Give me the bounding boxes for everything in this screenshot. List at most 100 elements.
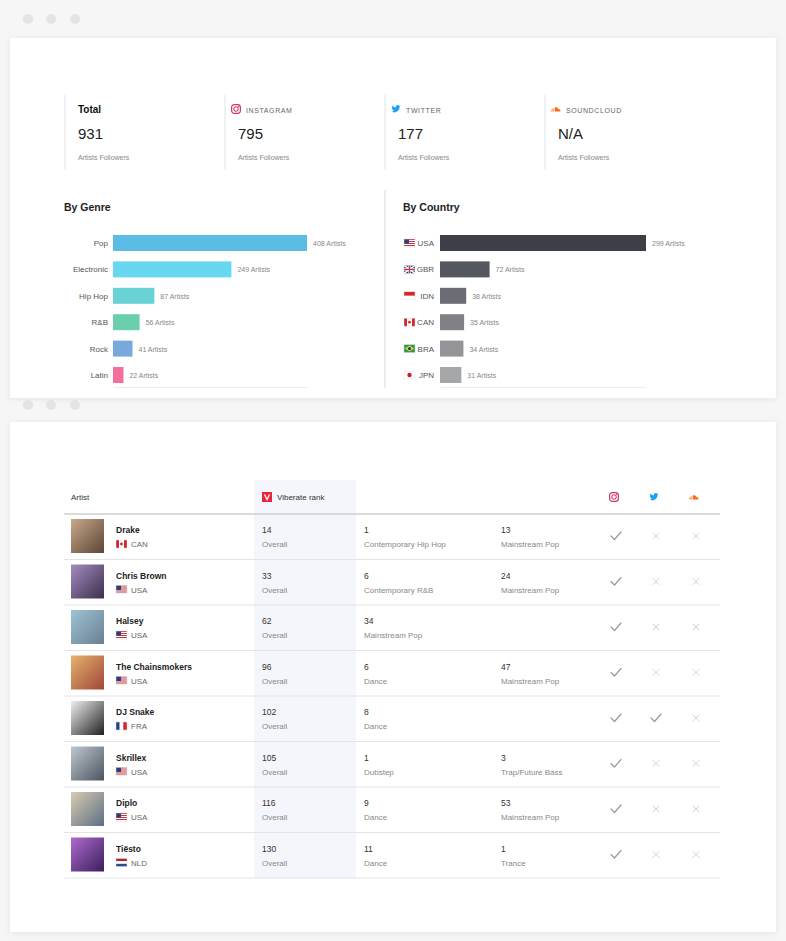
check-mark <box>611 623 621 631</box>
data-label: 299 Artists <box>652 240 685 247</box>
category-label: Electronic <box>73 265 108 274</box>
viberate-logo <box>262 492 272 502</box>
artist-country: NLD <box>131 859 147 868</box>
bar <box>113 288 154 304</box>
table-row: DrakeCAN14Overall1Contemporary Hip Hop13… <box>71 519 699 553</box>
artist-country: USA <box>131 677 148 686</box>
x-axis <box>441 387 647 388</box>
flag-icon <box>116 768 127 776</box>
genre-name: Trance <box>501 859 526 868</box>
artist-country: USA <box>131 631 148 640</box>
genre-rank: 13 <box>501 525 511 535</box>
instagram-icon <box>610 493 619 502</box>
instagram-icon <box>232 105 241 114</box>
check-mark <box>611 714 621 722</box>
row-rule <box>64 878 720 879</box>
check-mark <box>651 714 661 722</box>
overall-rank: 116 <box>262 798 276 808</box>
row-rule <box>64 650 720 651</box>
bar <box>113 341 132 357</box>
data-label: 35 Artists <box>470 319 499 326</box>
stat-title: SOUNDCLOUD <box>566 107 622 114</box>
artist-avatar <box>71 701 104 735</box>
flag-icon <box>116 677 127 685</box>
genre-rank: 3 <box>501 753 506 763</box>
artist-name: Chris Brown <box>116 571 167 581</box>
cross-mark <box>693 852 699 858</box>
overall-rank: 105 <box>262 753 276 763</box>
x-axis <box>114 387 308 388</box>
genre-rank: 11 <box>364 844 373 854</box>
artist-country: FRA <box>131 722 148 731</box>
artist-avatar <box>71 792 104 826</box>
cross-mark <box>653 533 659 539</box>
stat-divider <box>65 95 66 170</box>
artist-name: Halsey <box>116 616 144 626</box>
genre-name: Mainstream Pop <box>364 631 423 640</box>
artist-country: USA <box>131 813 148 822</box>
category-label: R&B <box>92 318 108 327</box>
cross-mark <box>693 624 699 630</box>
category-label: Latin <box>91 371 108 380</box>
cross-mark <box>653 761 659 767</box>
data-label: 56 Artists <box>146 319 175 326</box>
artist-name: Diplo <box>116 798 137 808</box>
category-label: Pop <box>94 239 109 248</box>
cross-mark <box>693 761 699 767</box>
bar <box>113 314 140 330</box>
check-mark <box>611 805 621 813</box>
artist-country: CAN <box>131 540 148 549</box>
chart-title: By Genre <box>64 201 111 213</box>
genre-name: Mainstream Pop <box>501 540 560 549</box>
genre-rank: 1 <box>364 525 369 535</box>
rank-label: Overall <box>262 631 288 640</box>
data-label: 31 Artists <box>467 372 496 379</box>
data-label: 72 Artists <box>496 266 525 273</box>
rank-label: Overall <box>262 586 288 595</box>
bar-chart: By CountryUSAGBRIDNCANBRAJPN299 Artists7… <box>403 201 685 388</box>
category-label: CAN <box>417 318 434 327</box>
genre-name: Dance <box>364 859 388 868</box>
artist-avatar <box>71 610 104 644</box>
table-row: TiëstoNLD130Overall11Dance1Trance <box>71 838 699 872</box>
twitter-icon <box>649 493 658 500</box>
data-label: 41 Artists <box>138 346 167 353</box>
table-row: SkrillexUSA105Overall1Dubstep3Trap/Futur… <box>71 747 699 781</box>
artist-country: USA <box>131 768 148 777</box>
genre-name: Trap/Future Bass <box>501 768 563 777</box>
y-tick: IDN <box>420 292 434 301</box>
cross-mark <box>653 624 659 630</box>
window-dot <box>23 400 33 410</box>
genre-rank: 9 <box>364 798 369 808</box>
data-labels: 299 Artists72 Artists38 Artists35 Artist… <box>467 240 685 379</box>
genre-rank: 6 <box>364 571 369 581</box>
artist-name: The Chainsmokers <box>116 662 192 672</box>
bar <box>440 235 646 251</box>
bar <box>440 314 464 330</box>
table-row: The ChainsmokersUSA96Overall6Dance47Main… <box>71 656 699 690</box>
y-tick: Rock <box>90 345 109 354</box>
row-rule <box>64 696 720 697</box>
category-label: JPN <box>419 371 434 380</box>
window-card <box>10 38 776 398</box>
stat-divider <box>545 95 546 170</box>
overall-rank: 14 <box>262 525 272 535</box>
y-tick: Electronic <box>73 265 108 274</box>
genre-rank: 1 <box>501 844 506 854</box>
genre-rank: 8 <box>364 707 369 717</box>
cross-mark <box>693 533 699 539</box>
category-label: BRA <box>418 345 435 354</box>
stat-value: 931 <box>78 125 103 142</box>
table-row: Chris BrownUSA33Overall6Contemporary R&B… <box>71 565 699 599</box>
artist-country: USA <box>131 586 148 595</box>
stats-row: Total931Artists FollowersINSTAGRAM795Art… <box>65 95 622 170</box>
column-header: Artist <box>71 493 90 502</box>
y-tick: CAN <box>417 318 434 327</box>
category-label: IDN <box>420 292 434 301</box>
cross-mark <box>653 670 659 676</box>
check-mark <box>611 532 621 540</box>
genre-rank: 47 <box>501 662 511 672</box>
category-label: Hip Hop <box>79 292 108 301</box>
stat-title: Total <box>78 104 101 115</box>
window-card <box>10 422 776 932</box>
